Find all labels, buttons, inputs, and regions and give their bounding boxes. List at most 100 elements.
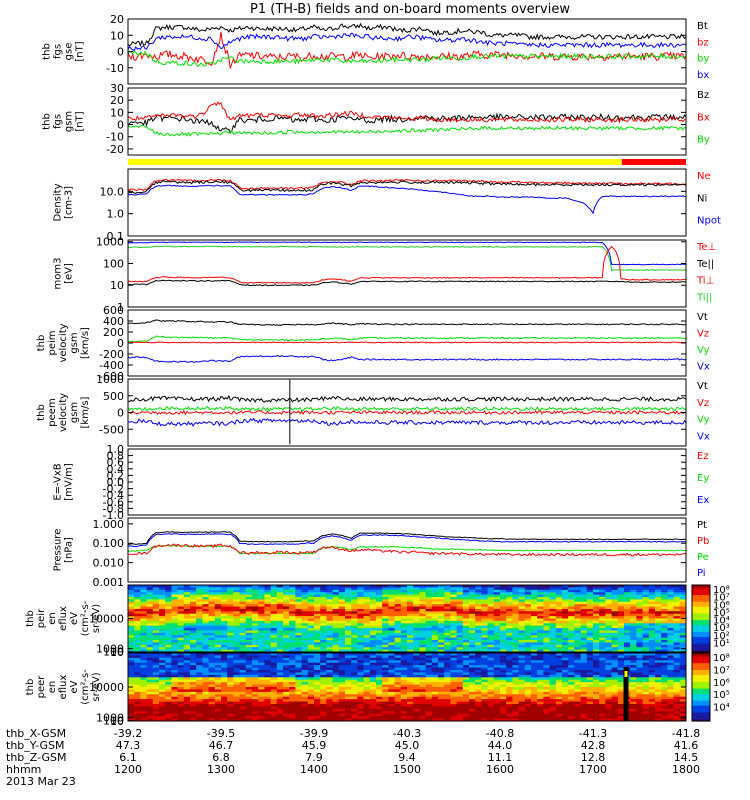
spectrogram-cell bbox=[171, 694, 179, 698]
spectrogram-cell bbox=[506, 592, 513, 596]
spectrogram-cell bbox=[400, 684, 408, 688]
spectrogram-cell bbox=[264, 711, 272, 715]
spectrogram-cell bbox=[171, 596, 179, 600]
spectrogram-cell bbox=[314, 620, 321, 624]
spectrogram-cell bbox=[152, 616, 160, 620]
spectrogram-cell bbox=[679, 601, 686, 605]
spectrogram-cell bbox=[301, 647, 309, 651]
spectrogram-cell bbox=[301, 677, 309, 681]
spectrogram-cell bbox=[134, 620, 141, 624]
spectrogram-cell bbox=[673, 604, 681, 608]
spectrogram-cell bbox=[425, 672, 433, 676]
spectrogram-cell bbox=[586, 632, 594, 636]
spectrogram-cell bbox=[239, 613, 247, 617]
spectrogram-cell bbox=[239, 616, 247, 620]
spectrogram-cell bbox=[382, 704, 389, 708]
spectrogram-cell bbox=[382, 694, 389, 698]
spectrogram-cell bbox=[214, 618, 222, 622]
spectrogram-cell bbox=[326, 689, 334, 693]
spectrogram-cell bbox=[500, 713, 507, 717]
spectrogram-cell bbox=[400, 594, 408, 598]
spectrogram-cell bbox=[183, 623, 191, 627]
spectrogram-cell bbox=[493, 599, 501, 603]
spectrogram-cell bbox=[320, 657, 327, 661]
spectrogram-cell bbox=[314, 649, 321, 652]
spectrogram-cell bbox=[543, 604, 551, 608]
spectrogram-cell bbox=[146, 592, 154, 596]
spectrogram-cell bbox=[382, 706, 389, 710]
spectrogram-cell bbox=[233, 674, 241, 678]
spectrogram-cell bbox=[574, 611, 582, 615]
spectrogram-cell bbox=[276, 649, 284, 652]
spectrogram-cell bbox=[512, 677, 520, 681]
spectrogram-cell bbox=[190, 706, 197, 710]
spectrogram-cell bbox=[617, 644, 625, 648]
spectrogram-cell bbox=[506, 704, 513, 708]
spectrogram-cell bbox=[438, 670, 445, 674]
spectrogram-cell bbox=[270, 594, 278, 598]
spectrogram-cell bbox=[376, 611, 383, 615]
spectrogram-cell bbox=[605, 587, 613, 591]
spectrogram-cell bbox=[630, 644, 637, 648]
spectrogram-cell bbox=[562, 644, 569, 648]
spectrogram-cell bbox=[450, 713, 458, 717]
spectrogram-cell bbox=[134, 630, 141, 634]
spectrogram-cell bbox=[388, 630, 396, 634]
spectrogram-cell bbox=[667, 642, 675, 646]
spectrogram-cell bbox=[245, 623, 253, 627]
spectrogram-cell bbox=[128, 672, 135, 676]
spectrogram-cell bbox=[357, 701, 365, 705]
spectrogram-cell bbox=[208, 635, 216, 639]
spectrogram-cell bbox=[599, 649, 606, 652]
spectrogram-cell bbox=[165, 708, 172, 712]
spectrogram-cell bbox=[221, 618, 228, 622]
spectrogram-cell bbox=[419, 623, 427, 627]
spectrogram-cell bbox=[593, 604, 600, 608]
spectrogram-cell bbox=[270, 674, 278, 678]
spectrogram-cell bbox=[531, 630, 538, 634]
spectrogram-cell bbox=[177, 625, 185, 629]
spectrogram-cell bbox=[549, 694, 557, 698]
spectrogram-cell bbox=[351, 647, 358, 651]
spectrogram-cell bbox=[624, 640, 631, 644]
spectrogram-cell bbox=[444, 637, 451, 641]
spectrogram-cell bbox=[283, 585, 290, 588]
spectrogram-cell bbox=[264, 608, 272, 612]
spectrogram-cell bbox=[332, 708, 340, 712]
spectrogram-cell bbox=[493, 611, 501, 615]
spectrogram-cell bbox=[183, 620, 191, 624]
spectrogram-cell bbox=[320, 674, 327, 678]
spectrogram-cell bbox=[531, 687, 538, 691]
series-Ti|| bbox=[128, 245, 686, 271]
spectrogram-cell bbox=[140, 620, 148, 624]
spectrogram-cell bbox=[487, 662, 495, 666]
spectrogram-cell bbox=[493, 687, 501, 691]
spectrogram-cell bbox=[419, 616, 427, 620]
spectrogram-cell bbox=[407, 611, 414, 615]
spectrogram-cell bbox=[562, 640, 569, 644]
y-tick-label: 10 bbox=[110, 29, 124, 42]
spectrogram-cell bbox=[245, 587, 253, 591]
spectrogram-cell bbox=[382, 601, 389, 605]
spectrogram-cell bbox=[413, 653, 420, 657]
spectrogram-cell bbox=[221, 711, 228, 715]
spectrogram-cell bbox=[146, 655, 154, 659]
spectrogram-cell bbox=[580, 587, 588, 591]
colorbar-segment bbox=[692, 620, 710, 623]
spectrogram-cell bbox=[140, 657, 148, 661]
spectrogram-cell bbox=[221, 682, 228, 686]
spectrogram-cell bbox=[549, 620, 557, 624]
spectrogram-cell bbox=[456, 672, 464, 676]
spectrogram-cell bbox=[655, 613, 662, 617]
spectrogram-cell bbox=[605, 689, 613, 693]
spectrogram-cell bbox=[165, 611, 172, 615]
spectrogram-cell bbox=[568, 616, 575, 620]
spectrogram-cell bbox=[264, 662, 272, 666]
spectrogram-cell bbox=[456, 630, 464, 634]
spectrogram-cell bbox=[140, 649, 148, 652]
spectrogram-cell bbox=[289, 662, 296, 666]
spectrogram-cell bbox=[376, 630, 383, 634]
spectrogram-cell bbox=[183, 689, 191, 693]
spectrogram-cell bbox=[196, 711, 203, 715]
